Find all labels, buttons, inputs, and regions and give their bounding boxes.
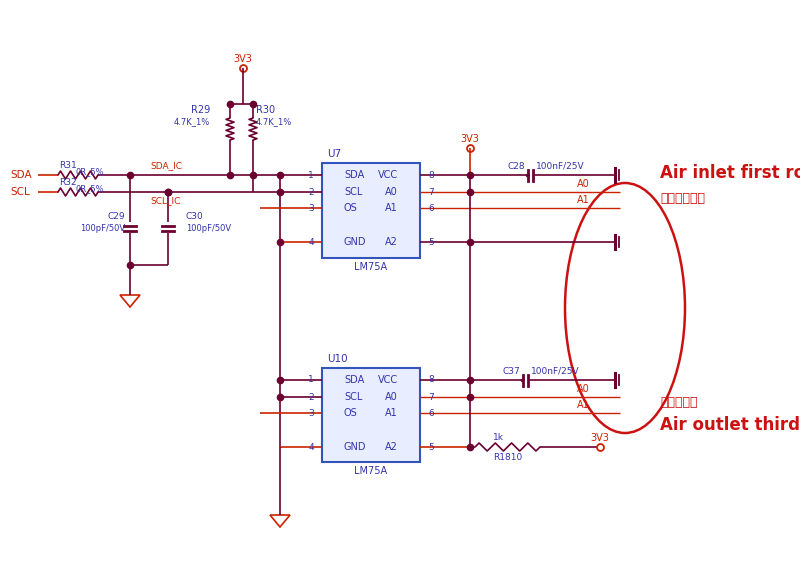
Text: VCC: VCC: [378, 170, 398, 180]
Text: 100pF/50V: 100pF/50V: [186, 224, 231, 233]
Text: 6: 6: [428, 204, 434, 212]
Text: 4.7K_1%: 4.7K_1%: [256, 118, 292, 126]
Text: A0: A0: [386, 392, 398, 402]
Text: A2: A2: [385, 237, 398, 247]
Text: 出风口三排: 出风口三排: [660, 397, 698, 410]
Text: 4: 4: [308, 443, 314, 451]
Text: A2: A2: [385, 442, 398, 452]
Text: C28: C28: [507, 162, 525, 171]
Text: A0: A0: [578, 179, 590, 189]
Text: SDA: SDA: [10, 170, 32, 180]
Text: 1: 1: [308, 376, 314, 385]
Text: Air outlet third row: Air outlet third row: [660, 416, 800, 434]
FancyBboxPatch shape: [322, 368, 420, 462]
Text: 3: 3: [308, 409, 314, 418]
Text: SCL: SCL: [344, 392, 362, 402]
Text: R32: R32: [59, 178, 77, 187]
Text: A1: A1: [578, 195, 590, 205]
Text: 0R_5%: 0R_5%: [75, 167, 104, 176]
Text: C29: C29: [107, 212, 125, 221]
Text: R30: R30: [256, 105, 275, 115]
Text: 5: 5: [428, 237, 434, 246]
Text: 7: 7: [428, 393, 434, 402]
Text: 3: 3: [308, 204, 314, 212]
Text: SCL: SCL: [344, 187, 362, 197]
Text: OS: OS: [344, 408, 358, 418]
Text: LM75A: LM75A: [354, 262, 387, 272]
Text: 100nF/25V: 100nF/25V: [536, 162, 585, 171]
Text: GND: GND: [344, 442, 366, 452]
Text: 7: 7: [428, 188, 434, 196]
Text: 0R_5%: 0R_5%: [75, 184, 104, 193]
FancyBboxPatch shape: [322, 163, 420, 258]
Text: SDA_IC: SDA_IC: [150, 162, 182, 171]
Text: VCC: VCC: [378, 375, 398, 385]
Text: Air inlet first row: Air inlet first row: [660, 164, 800, 182]
Text: 4: 4: [308, 237, 314, 246]
Text: 入风口第一排: 入风口第一排: [660, 192, 705, 204]
Text: 8: 8: [428, 171, 434, 179]
Text: OS: OS: [344, 203, 358, 213]
Text: A1: A1: [386, 203, 398, 213]
Text: C37: C37: [502, 366, 520, 376]
Text: 3V3: 3V3: [234, 54, 253, 64]
Text: U7: U7: [327, 149, 341, 159]
Text: 5: 5: [428, 443, 434, 451]
Text: 1k: 1k: [493, 434, 503, 443]
Text: 1: 1: [308, 171, 314, 179]
Text: U10: U10: [327, 354, 348, 364]
Text: A1: A1: [578, 400, 590, 410]
Text: R1810: R1810: [494, 452, 522, 461]
Text: SDA: SDA: [344, 375, 364, 385]
Text: 8: 8: [428, 376, 434, 385]
Text: SCL: SCL: [10, 187, 30, 197]
Text: GND: GND: [344, 237, 366, 247]
Text: LM75A: LM75A: [354, 466, 387, 476]
Text: 6: 6: [428, 409, 434, 418]
Text: A1: A1: [386, 408, 398, 418]
Text: C30: C30: [186, 212, 204, 221]
Text: 100nF/25V: 100nF/25V: [531, 366, 580, 376]
Text: 4.7K_1%: 4.7K_1%: [174, 118, 210, 126]
Text: SDA: SDA: [344, 170, 364, 180]
Text: A0: A0: [386, 187, 398, 197]
Text: 3V3: 3V3: [590, 433, 610, 443]
Text: 2: 2: [308, 393, 314, 402]
Text: 2: 2: [308, 188, 314, 196]
Text: R29: R29: [190, 105, 210, 115]
Text: R31: R31: [59, 160, 77, 170]
Text: 100pF/50V: 100pF/50V: [80, 224, 125, 233]
Text: A0: A0: [578, 384, 590, 394]
Text: 3V3: 3V3: [461, 134, 479, 144]
Text: SCL_IC: SCL_IC: [150, 196, 180, 205]
